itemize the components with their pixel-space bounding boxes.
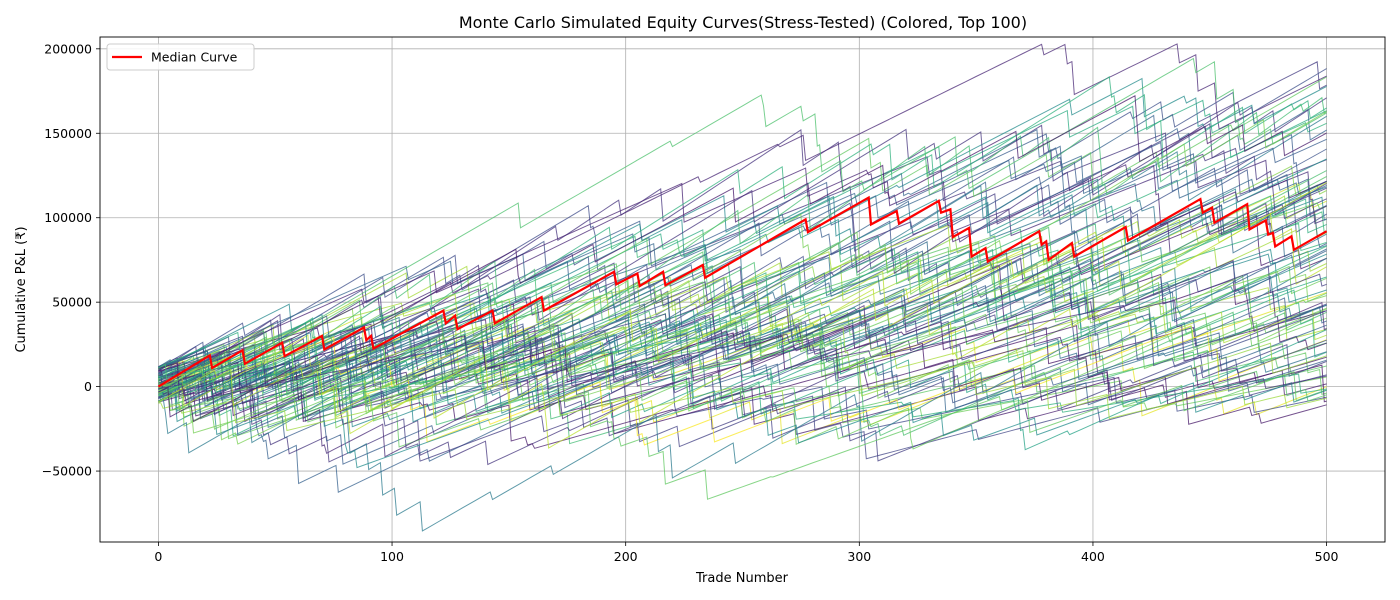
simulation-curve [158, 170, 1327, 394]
simulation-curve [158, 274, 1327, 445]
simulation-curve [158, 200, 1327, 374]
simulation-curve [158, 95, 1327, 423]
simulation-curve [158, 198, 1327, 466]
simulation-curve [158, 294, 1327, 419]
simulation-curve [158, 246, 1327, 375]
x-axis-label: Trade Number [695, 571, 789, 586]
simulation-curve [158, 325, 1327, 449]
simulation-curve [158, 110, 1327, 415]
simulation-curve [158, 195, 1327, 389]
simulation-curve [158, 313, 1327, 460]
simulation-curve [158, 115, 1327, 412]
plot-frame [99, 36, 1386, 543]
simulation-curve [158, 303, 1327, 448]
simulation-curve [158, 360, 1327, 469]
simulation-curve [158, 155, 1327, 370]
y-tick-label: 200000 [44, 41, 92, 56]
y-tick-label: 50000 [52, 295, 92, 310]
simulation-curve [158, 275, 1327, 465]
simulation-curve [158, 75, 1327, 398]
simulation-curve [158, 173, 1327, 400]
simulation-curve [158, 370, 1327, 500]
simulation-curve [158, 298, 1327, 415]
simulation-curve [158, 212, 1327, 449]
simulation-curve [158, 336, 1327, 445]
simulation-curve [157, 57, 1327, 391]
simulation-curve [158, 128, 1327, 407]
simulation-curve [158, 361, 1327, 432]
simulation-curve [158, 318, 1327, 407]
simulation-curve [158, 332, 1327, 405]
simulation-curve [158, 299, 1327, 397]
y-axis-label: Cumulative P&L (₹) [14, 226, 29, 352]
simulation-curves [157, 43, 1327, 532]
x-tick-label: 300 [847, 549, 871, 564]
simulation-curve [158, 198, 1327, 402]
simulation-curve [158, 97, 1327, 372]
simulation-curve [158, 182, 1327, 413]
legend-box [106, 43, 255, 71]
x-tick-label: 0 [154, 549, 162, 564]
median-curve [157, 195, 1328, 388]
y-tick-label: 150000 [44, 126, 92, 141]
chart-title: Monte Carlo Simulated Equity Curves(Stre… [459, 13, 1027, 32]
simulation-curve [158, 77, 1327, 423]
simulation-curve [158, 253, 1327, 423]
x-tick-label: 500 [1315, 549, 1339, 564]
simulation-curve [158, 96, 1327, 404]
simulation-curve [158, 292, 1327, 450]
simulation-curve [158, 43, 1327, 384]
simulation-curve [158, 257, 1327, 532]
simulation-curve [158, 250, 1327, 386]
simulation-curve [158, 327, 1327, 435]
simulation-curve [158, 68, 1327, 369]
y-tick-label: 100000 [44, 210, 92, 225]
simulation-curve [158, 259, 1327, 420]
median-layer [157, 195, 1328, 388]
simulation-curve [158, 76, 1327, 394]
simulation-curve [158, 243, 1327, 380]
simulation-curve [158, 265, 1327, 462]
simulation-curve [158, 164, 1327, 379]
simulation-curve [158, 325, 1327, 446]
legend: Median Curve [106, 43, 255, 71]
x-tick-label: 200 [614, 549, 638, 564]
y-tick-label: −50000 [42, 464, 92, 479]
y-tick-label: 0 [84, 379, 92, 394]
simulation-curve [158, 332, 1327, 409]
simulation-curve [158, 304, 1327, 420]
simulation-curve [158, 158, 1327, 395]
x-tick-label: 100 [380, 549, 404, 564]
x-tick-label: 400 [1081, 549, 1105, 564]
simulation-curve [158, 224, 1327, 389]
legend-label-median: Median Curve [151, 50, 238, 65]
axis-ticks: 0 100 200 300 400 500 −50000 0 50000 100000 150000… [42, 41, 1339, 564]
simulation-curve [158, 337, 1327, 420]
